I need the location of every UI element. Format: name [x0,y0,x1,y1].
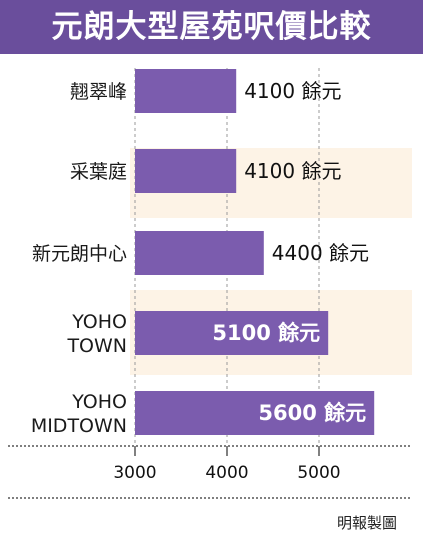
bars [135,69,375,435]
x-axis: 3000 4000 5000 [8,445,412,499]
title-bar [0,0,423,54]
category-label: 采葉庭 [70,161,127,183]
bar [135,149,237,193]
value-label: 4100 餘元 [244,159,341,183]
credit-label: 明報製圖 [336,514,397,532]
x-tick-label: 4000 [205,463,248,483]
category-label: TOWN [66,335,127,357]
category-label: MIDTOWN [31,415,127,437]
bar [135,391,375,435]
bar [135,231,264,275]
value-label: 5600 餘元 [258,401,366,425]
x-tick-label: 5000 [297,463,340,483]
category-label: YOHO [71,391,127,413]
value-label: 4400 餘元 [272,241,369,265]
category-label: 翹翠峰 [70,81,127,103]
value-label: 4100 餘元 [244,79,341,103]
bar [135,311,329,355]
x-tick-label: 3000 [113,463,156,483]
category-label: 新元朗中心 [32,243,127,265]
value-label: 5100 餘元 [212,321,320,345]
bar [135,69,237,113]
category-label: YOHO [71,311,127,333]
chart-title: 元朗大型屋苑呎價比較 [51,9,372,45]
value-labels: 4100 餘元 4100 餘元 4400 餘元 5100 餘元 5600 餘元 [212,79,369,425]
